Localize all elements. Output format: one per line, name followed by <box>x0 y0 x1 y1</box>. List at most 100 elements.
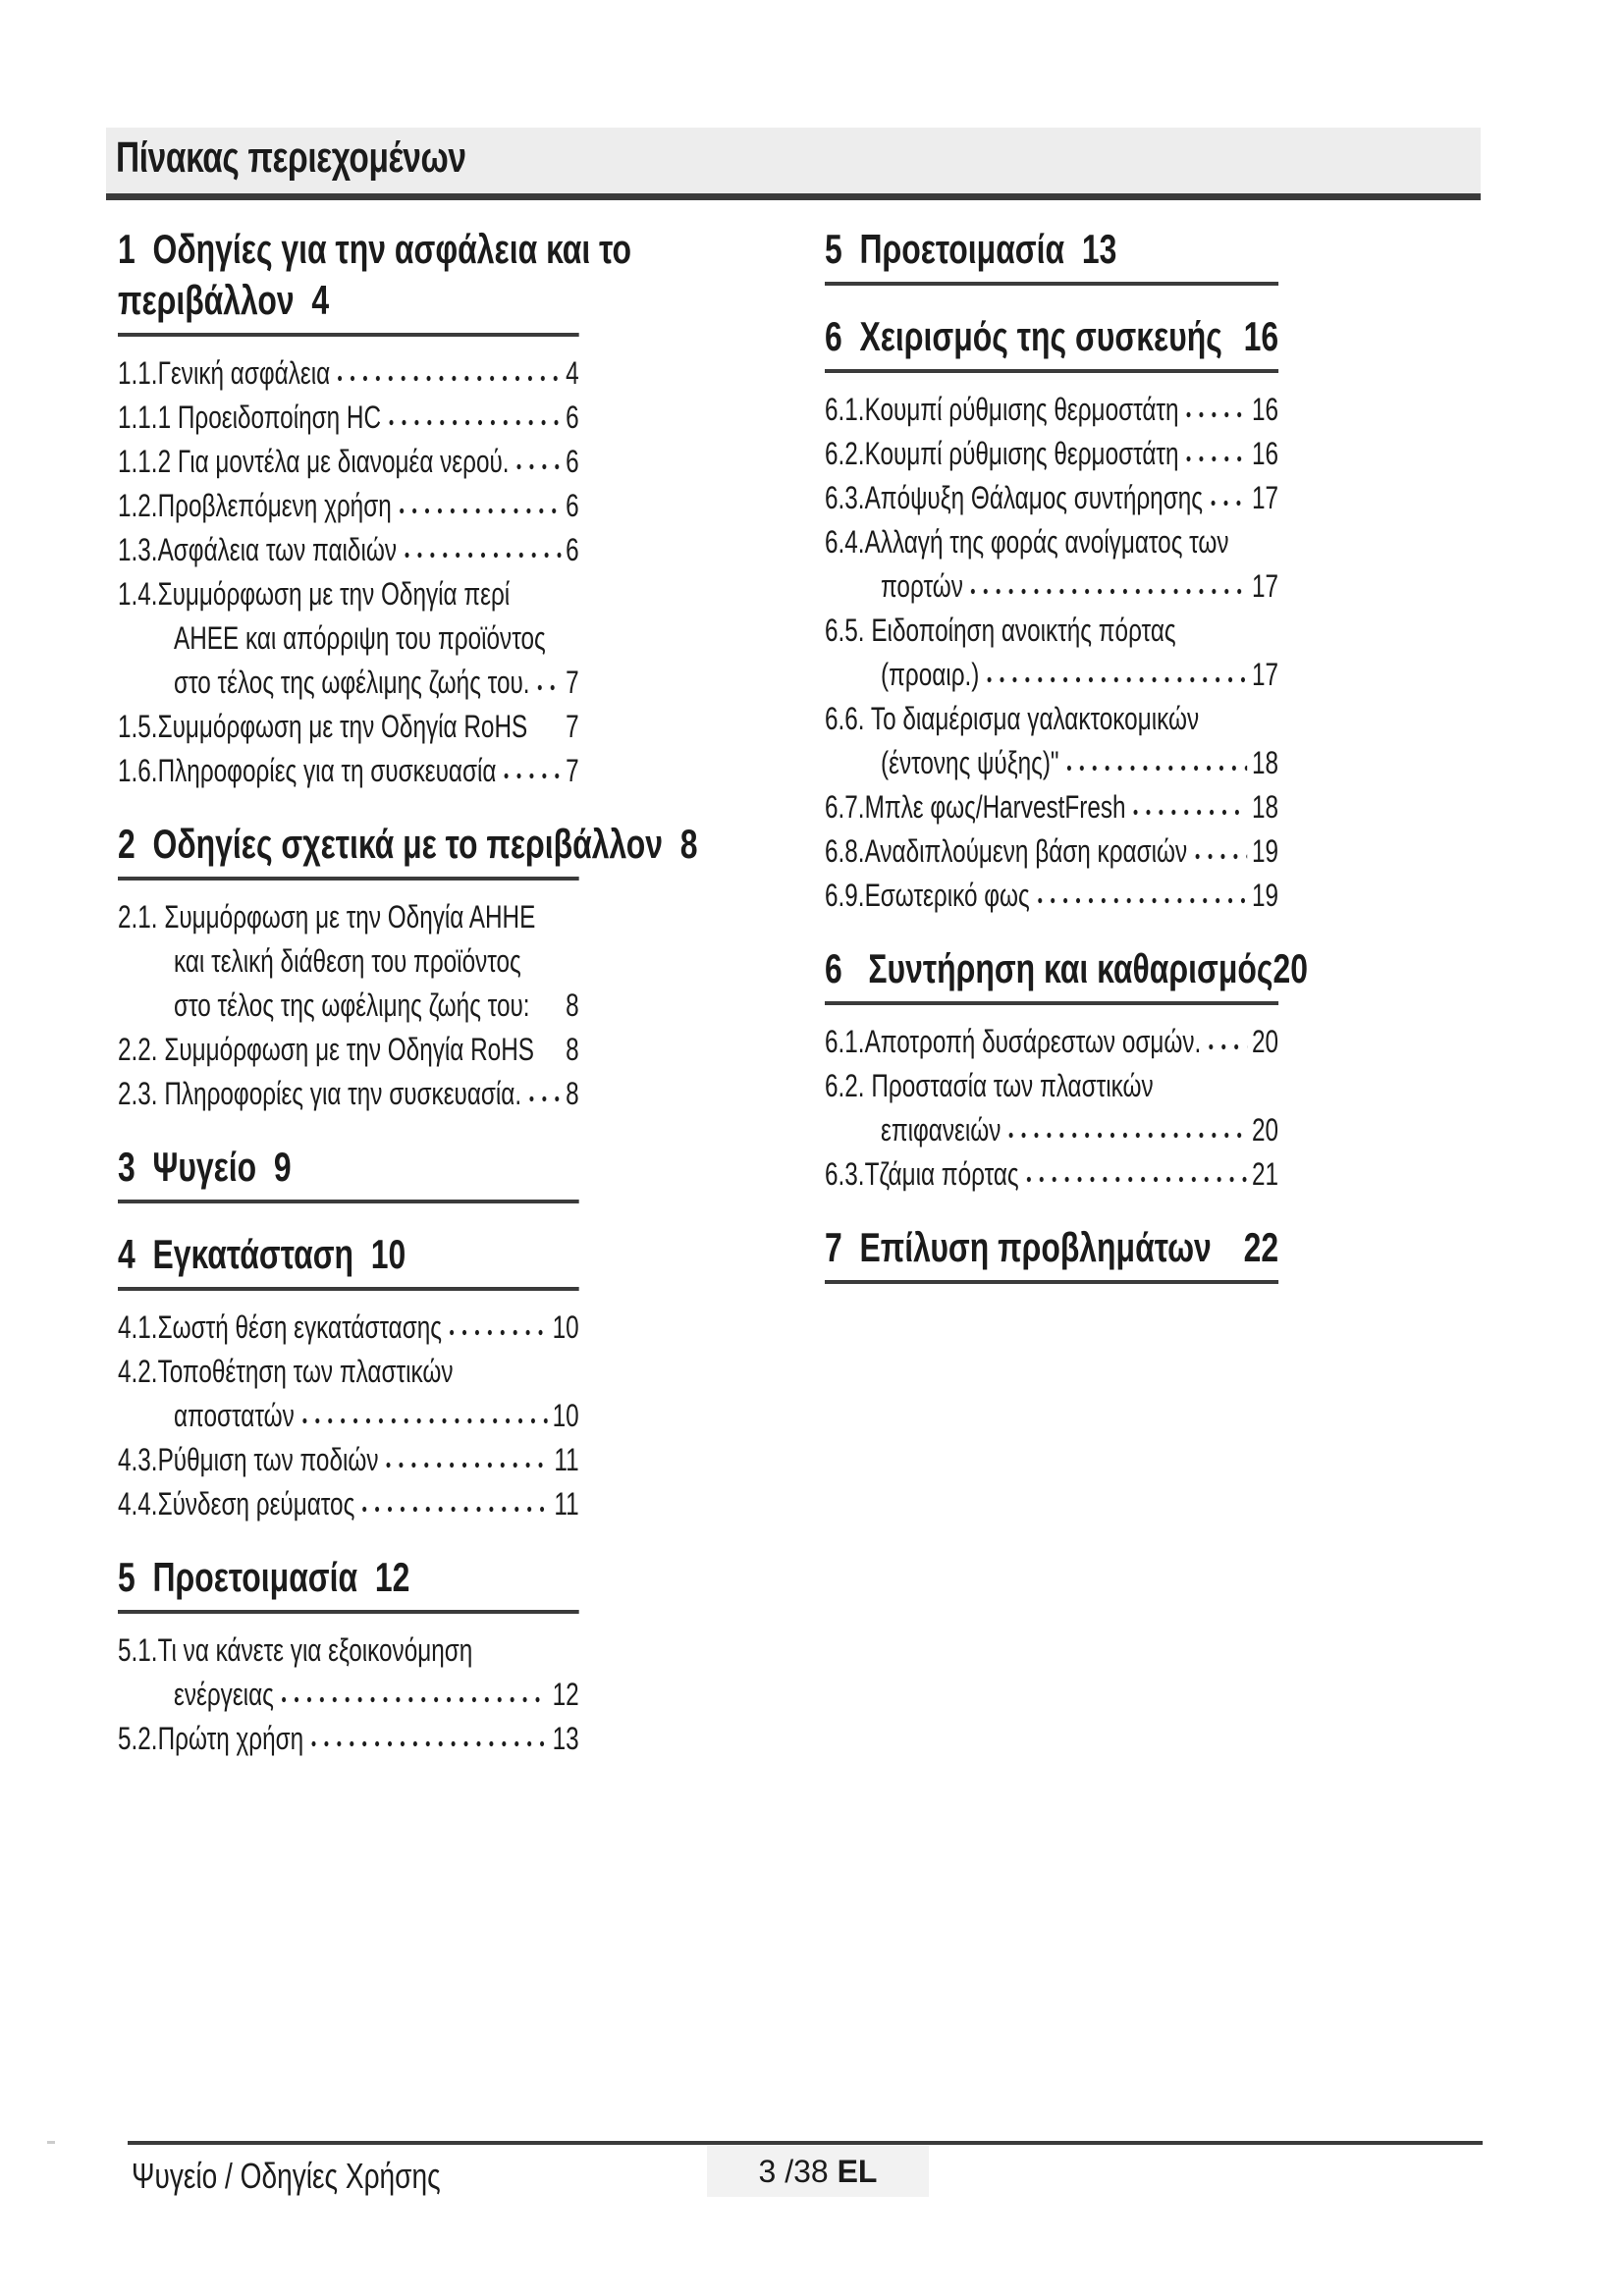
section-rule <box>825 369 1279 373</box>
dot-leader <box>306 1717 549 1747</box>
toc-entry-text: 6.4.Αλλαγή της φοράς ανοίγματος των <box>825 524 1229 560</box>
toc-entry-list: 1.1.Γενική ασφάλεια 4 1.1.1 Προειδοποίηση … <box>118 351 579 793</box>
dot-leader <box>500 749 562 779</box>
section-heading-text: 1 Οδηγίες για την ασφάλεια και το <box>118 226 632 272</box>
page-header-band: Πίνακας περιεχομένων <box>106 128 1481 200</box>
toc-entry-text: 1.1.1 Προειδοποίηση HC <box>118 400 382 435</box>
toc-column-left: 1 Οδηγίες για την ασφάλεια και το περιβάλ… <box>118 224 698 1761</box>
toc-entry-text: πορτών <box>881 568 963 604</box>
toc-entry-row: αποστατών 10 <box>118 1394 579 1438</box>
toc-entry-list: 4.1.Σωστή θέση εγκατάστασης 10 4.2.Τοποθέτ… <box>118 1306 579 1526</box>
toc-entry-text: 1.1.Γενική ασφάλεια <box>118 355 331 391</box>
toc-entry-row: 4.3.Ρύθμιση των ποδιών 11 <box>118 1438 579 1482</box>
toc-entry-row: επιφανειών 20 <box>825 1108 1278 1152</box>
toc-entry-row: 6.3.Τζάμια πόρτας 21 <box>825 1152 1278 1197</box>
toc-entry-text: 2.2. Συμμόρφωση με την Οδηγία RoHS <box>118 1032 534 1067</box>
toc-entry-text: 6.1.Κουμπί ρύθμισης θερμοστάτη <box>825 392 1179 427</box>
section-page-number: 20 <box>1272 945 1308 991</box>
section-rule <box>118 1200 579 1203</box>
toc-entry-page: 16 <box>1252 436 1279 471</box>
toc-entry-text: αποστατών <box>174 1398 295 1433</box>
toc-entry-text: 1.4.Συμμόρφωση με την Οδηγία περί <box>118 576 511 612</box>
section-heading-line: 7 Επίλυση προβλημάτων 22 <box>825 1222 1278 1273</box>
dot-leader <box>1033 874 1248 904</box>
toc-entry-row: 2.2. Συμμόρφωση με την Οδηγία RoHS 8 <box>118 1028 579 1072</box>
dot-leader <box>395 484 562 514</box>
toc-entry-row: 6.5. Ειδοποίηση ανοικτής πόρτας <box>825 609 1278 653</box>
toc-entry-page: 6 <box>566 532 579 567</box>
toc-entry-row: 2.3. Πληροφορίες για την συσκευασία. 8 <box>118 1072 579 1116</box>
toc-entry-row: 1.1.1 Προειδοποίηση HC 6 <box>118 396 579 440</box>
section-heading-line: 2 Οδηγίες σχετικά με το περιβάλλον 8 <box>118 819 698 870</box>
toc-entry-row: (έντονης ψύξης)" 18 <box>825 741 1278 785</box>
toc-section: 3 Ψυγείο 9 <box>118 1142 579 1203</box>
section-heading-text: περιβάλλον 4 <box>118 277 330 323</box>
toc-entry-list: 6.1.Κουμπί ρύθμισης θερμοστάτη 16 6.2.Κουμ… <box>825 388 1278 918</box>
toc-entry-row: 1.1.2 Για μοντέλα με διανομέα νερού. 6 <box>118 440 579 484</box>
toc-entry-text: 5.1.Τι να κάνετε για εξοικονόμηση <box>118 1632 473 1668</box>
toc-entry-row: ΑΗΕΕ και απόρριψη του προϊόντος <box>118 616 579 661</box>
toc-entry-text: στο τέλος της ωφέλιμης ζωής του. <box>174 665 530 700</box>
dot-leader <box>1206 476 1248 507</box>
toc-entry-text: 1.6.Πληροφορίες για τη συσκευασία <box>118 753 497 788</box>
toc-entry-page: 6 <box>566 400 579 435</box>
section-heading-text: 5 Προετοιμασία 12 <box>118 1554 410 1600</box>
toc-entry-row: 2.1. Συμμόρφωση με την Οδηγία ΑΗΗΕ <box>118 895 579 939</box>
toc-entry-row: πορτών 17 <box>825 564 1278 609</box>
toc-section: 2 Οδηγίες σχετικά με το περιβάλλον 8 2.1.… <box>118 819 698 1116</box>
page-title: Πίνακας περιεχομένων <box>116 133 466 182</box>
section-heading-text: 5 Προετοιμασία 13 <box>825 226 1117 272</box>
toc-entry-row: 6.1.Αποτροπή δυσάρεστων οσμών. 20 <box>825 1020 1278 1064</box>
toc-entry-row: στο τέλος της ωφέλιμης ζωής του. 7 <box>118 661 579 705</box>
section-heading-line: 1 Οδηγίες για την ασφάλεια και το <box>118 224 631 275</box>
dot-leader <box>1062 741 1248 772</box>
toc-entry-row: 1.1.Γενική ασφάλεια 4 <box>118 351 579 396</box>
toc-entry-text: (έντονης ψύξης)" <box>881 745 1059 780</box>
toc-entry-page: 19 <box>1252 833 1279 869</box>
toc-entry-page: 7 <box>566 753 579 788</box>
dot-leader <box>1004 1108 1248 1139</box>
toc-entry-text: 6.3.Απόψυξη Θάλαμος συντήρησης <box>825 480 1203 515</box>
toc-entry-text: 1.1.2 Για μοντέλα με διανομέα νερού. <box>118 444 510 479</box>
section-heading-text: 3 Ψυγείο 9 <box>118 1144 292 1190</box>
toc-entry-row: 5.2.Πρώτη χρήση 13 <box>118 1717 579 1761</box>
toc-entry-row: στο τέλος της ωφέλιμης ζωής του: 8 <box>118 984 579 1028</box>
scan-artifact <box>47 2141 55 2144</box>
toc-entry-text: (προαιρ.) <box>881 657 980 692</box>
page-number-box: 3 /38 EL <box>707 2146 929 2197</box>
toc-section: 1 Οδηγίες για την ασφάλεια και το περιβάλ… <box>118 224 631 793</box>
section-rule <box>825 1280 1279 1284</box>
section-heading-text: 4 Εγκατάσταση 10 <box>118 1231 406 1277</box>
dot-leader <box>358 1482 550 1513</box>
toc-section: 7 Επίλυση προβλημάτων 22 <box>825 1222 1279 1284</box>
toc-entry-row: 6.6. Το διαμέρισμα γαλακτοκομικών <box>825 697 1278 741</box>
toc-entry-text: 6.7.Μπλε φως/HarvestFresh <box>825 789 1126 825</box>
toc-entry-row: 4.4.Σύνδεση ρεύματος 11 <box>118 1482 579 1526</box>
toc-section: 6 Συντήρηση και καθαρισμός 20 6.1.Αποτροπή… <box>825 943 1308 1197</box>
toc-entry-row: 6.2.Κουμπί ρύθμισης θερμοστάτη 16 <box>825 432 1278 476</box>
toc-entry-text: στο τέλος της ωφέλιμης ζωής του: <box>174 988 530 1023</box>
dot-leader <box>983 653 1248 683</box>
dot-leader <box>445 1306 549 1336</box>
toc-section: 4 Εγκατάσταση 10 4.1.Σωστή θέση εγκατάστα… <box>118 1229 579 1526</box>
toc-entry-page: 11 <box>554 1486 579 1522</box>
toc-entry-text: ΑΗΕΕ και απόρριψη του προϊόντος <box>174 620 546 656</box>
toc-entry-text: επιφανειών <box>881 1112 1001 1148</box>
dot-leader <box>382 1438 550 1468</box>
toc-entry-page: 4 <box>566 355 579 391</box>
toc-entry-page: 20 <box>1252 1112 1279 1148</box>
toc-entry-row: 6.1.Κουμπί ρύθμισης θερμοστάτη 16 <box>825 388 1278 432</box>
dot-leader <box>384 396 562 426</box>
toc-entry-page: 8 <box>566 988 579 1023</box>
toc-entry-page: 6 <box>566 488 579 523</box>
toc-section: 6 Χειρισμός της συσκευής 16 6.1.Κουμπί ρύθ… <box>825 311 1279 918</box>
toc-entry-row: 6.4.Αλλαγή της φοράς ανοίγματος των <box>825 520 1278 564</box>
section-heading-text: 7 Επίλυση προβλημάτων <box>825 1224 1212 1270</box>
toc-entry-text: 4.3.Ρύθμιση των ποδιών <box>118 1442 379 1477</box>
toc-entry-list: 2.1. Συμμόρφωση με την Οδηγία ΑΗΗΕ και τε… <box>118 895 579 1116</box>
toc-entry-page: 7 <box>566 709 579 744</box>
toc-entry-page: 18 <box>1252 789 1279 825</box>
toc-entry-page: 20 <box>1252 1024 1279 1059</box>
toc-entry-text: 2.1. Συμμόρφωση με την Οδηγία ΑΗΗΕ <box>118 899 536 934</box>
